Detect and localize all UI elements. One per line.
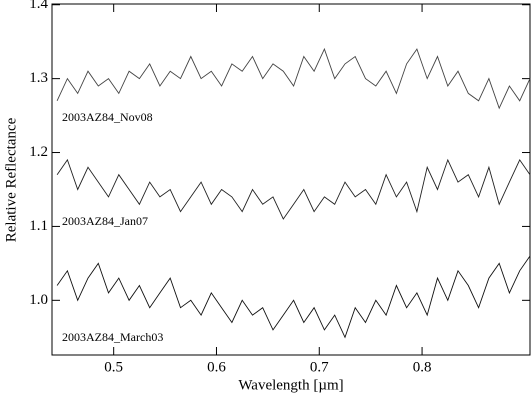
y-tick-label: 1.2 bbox=[29, 144, 48, 160]
series-label: 2003AZ84_March03 bbox=[62, 330, 163, 344]
y-tick-label: 1.3 bbox=[29, 70, 48, 86]
series-label: 2003AZ84_Jan07 bbox=[62, 214, 148, 228]
series-label: 2003AZ84_Nov08 bbox=[62, 110, 153, 124]
y-tick-label: 1.1 bbox=[29, 218, 48, 234]
x-tick-label: 0.7 bbox=[310, 359, 329, 375]
spectrum-line bbox=[56, 47, 531, 110]
x-tick-label: 0.8 bbox=[413, 359, 432, 375]
spectrum-line bbox=[56, 255, 531, 339]
y-tick-label: 1.0 bbox=[29, 292, 48, 308]
plot-frame bbox=[51, 3, 531, 356]
x-tick-label: 0.6 bbox=[207, 359, 226, 375]
x-tick-label: 0.5 bbox=[104, 359, 123, 375]
x-axis-label: Wavelength [µm] bbox=[238, 377, 343, 393]
y-tick-label: 1.4 bbox=[29, 0, 48, 12]
y-axis-label: Relative Reflectance bbox=[3, 117, 19, 242]
spectrum-line bbox=[56, 158, 531, 220]
